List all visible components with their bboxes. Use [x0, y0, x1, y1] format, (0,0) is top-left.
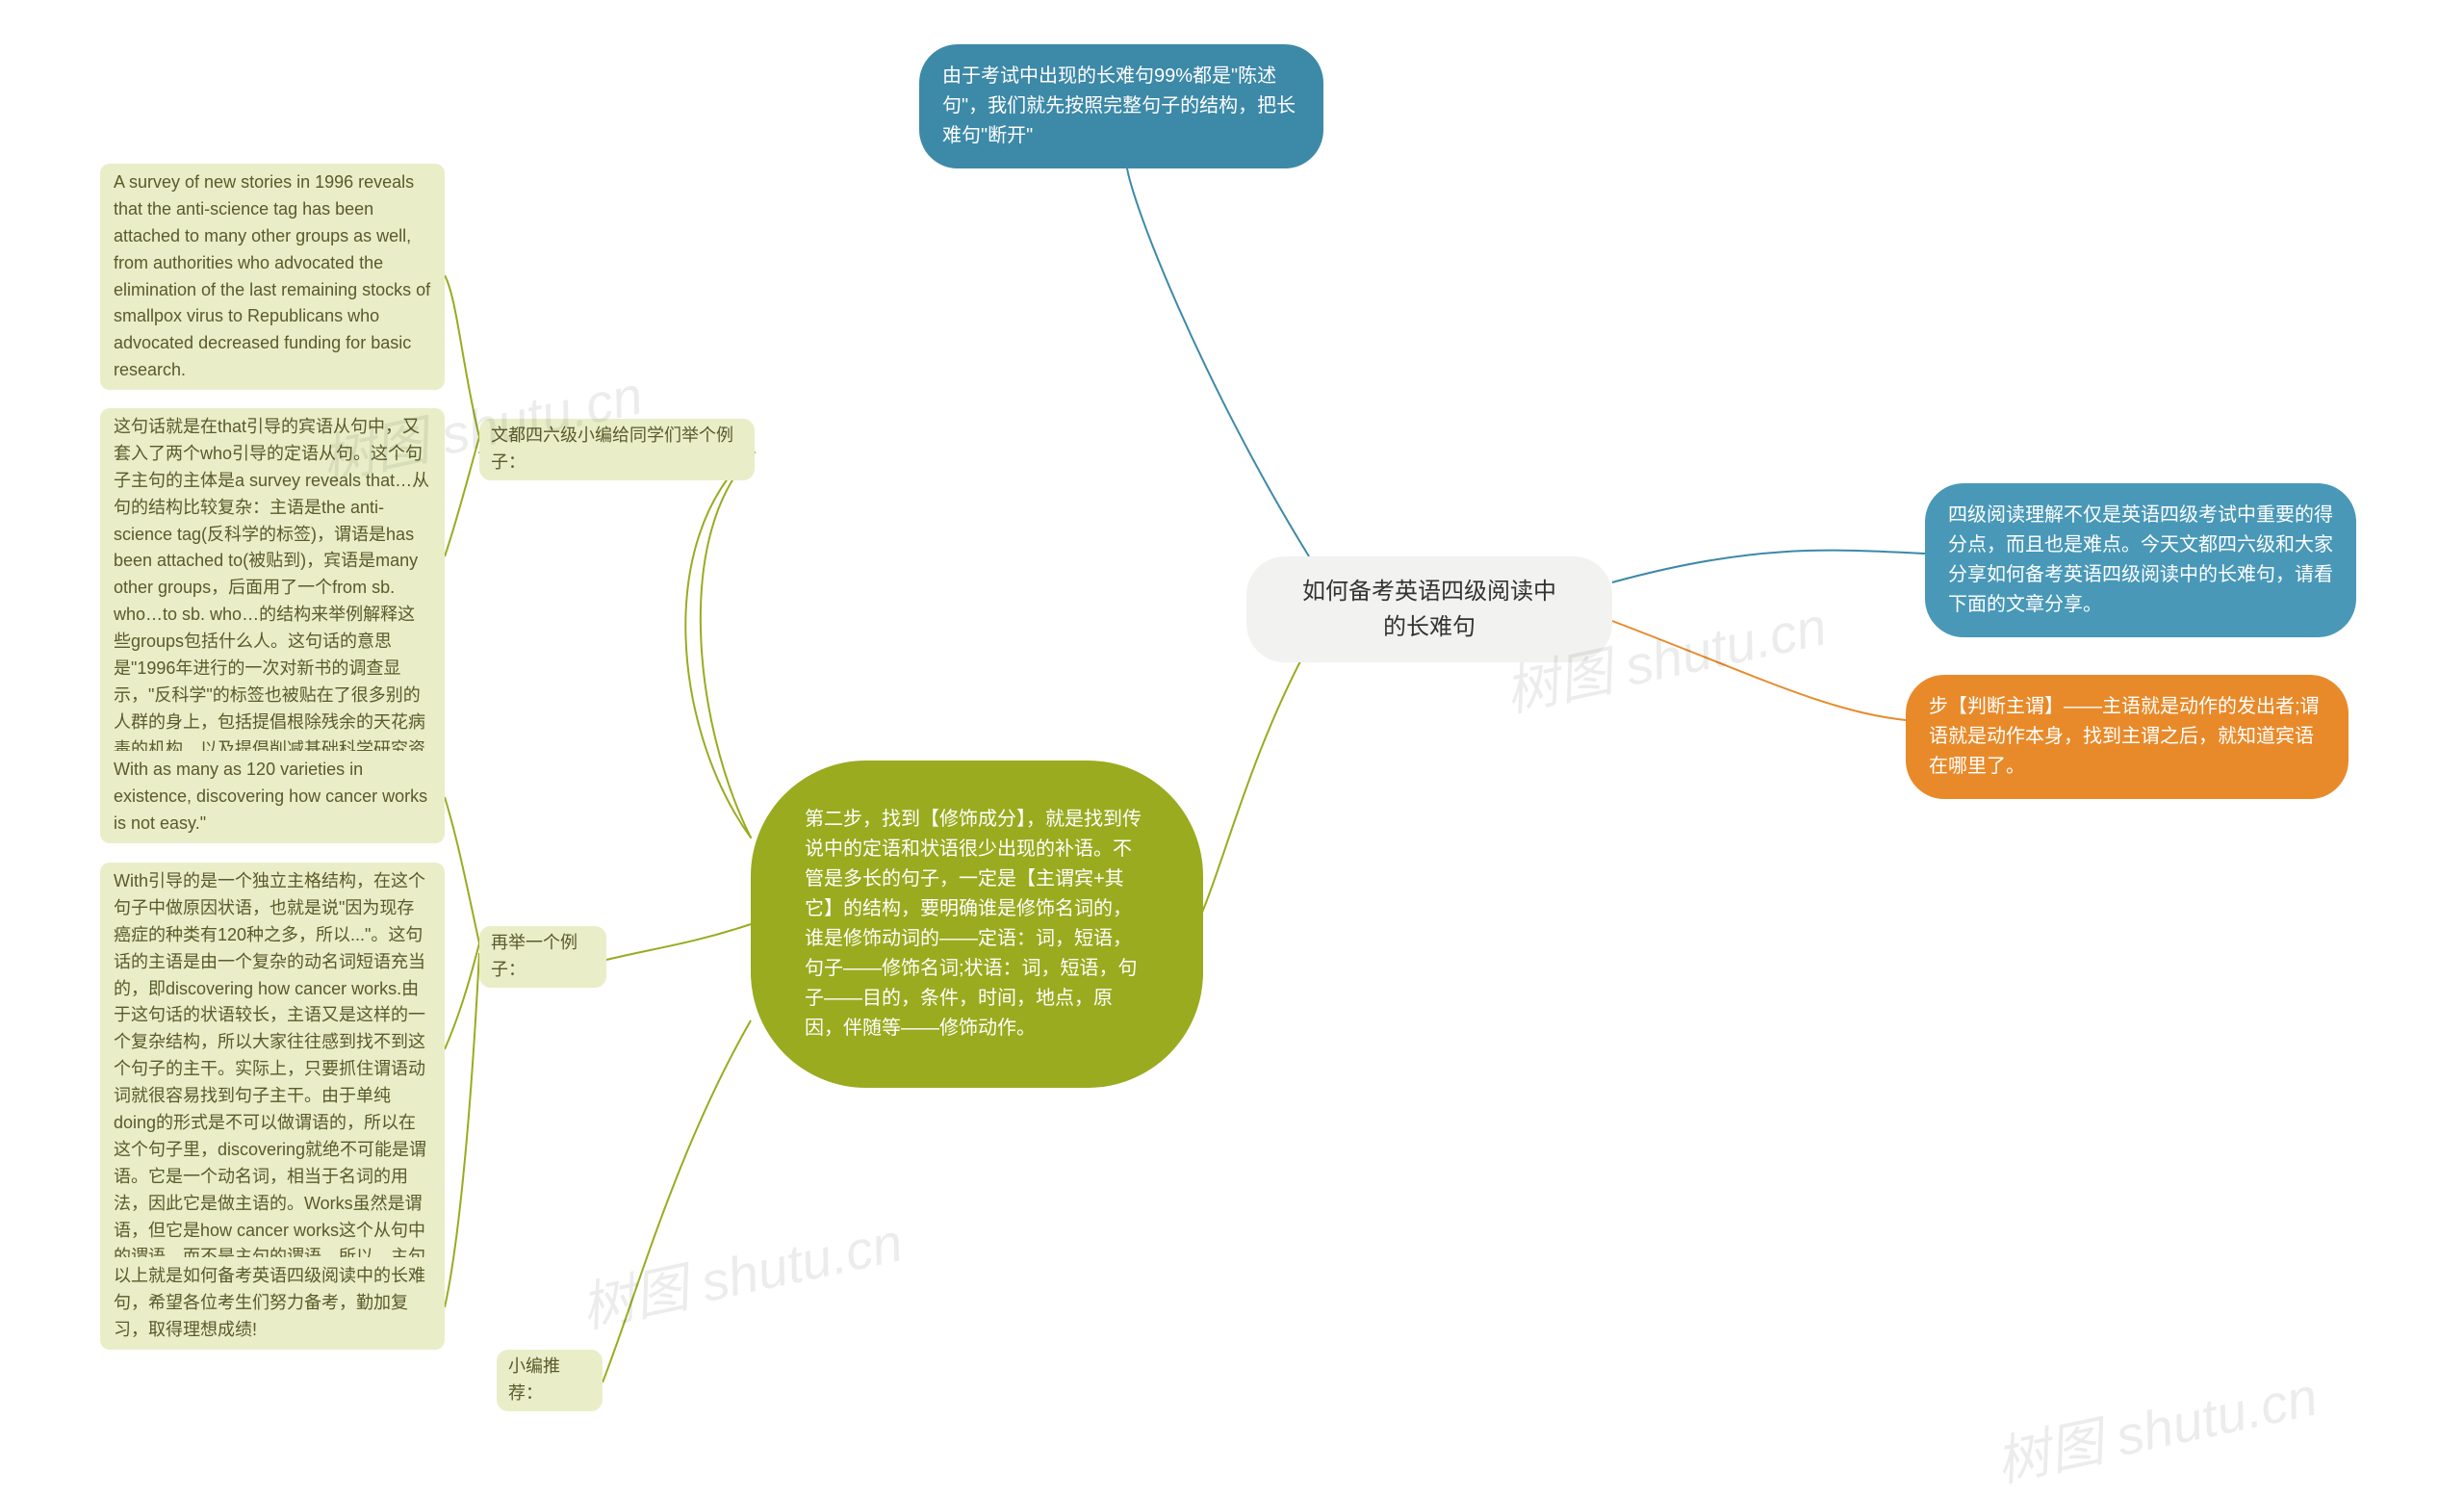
edge-center-right-top: [1612, 551, 1925, 582]
edge-center-right-orange: [1612, 621, 1906, 720]
edge-l2ex-leaf1: [445, 275, 479, 437]
leaf-explanation2[interactable]: With引导的是一个独立主格结构，在这个句子中做原因状语，也就是说"因为现存癌症…: [100, 863, 445, 1303]
leaf-cancer-en[interactable]: With as many as 120 varieties in existen…: [100, 751, 445, 843]
leaf-explanation1-text: 这句话就是在that引导的宾语从句中，又套入了两个who引导的定语从句。这个句子…: [114, 417, 429, 786]
edge-olive-l2an: [606, 924, 751, 960]
center-node[interactable]: 如何备考英语四级阅读中 的长难句: [1246, 556, 1612, 662]
edge-l2an-leaf5: [445, 953, 479, 1307]
l2-example-label[interactable]: 文都四六级小编给同学们举个例子：: [479, 419, 755, 480]
watermark: 树图 shutu.cn: [573, 1199, 909, 1344]
center-line1: 如何备考英语四级阅读中: [1270, 574, 1589, 609]
olive-big-node[interactable]: 第二步，找到【修饰成分】，就是找到传说中的定语和状语很少出现的补语。不管是多长的…: [751, 761, 1203, 1088]
center-line2: 的长难句: [1270, 609, 1589, 645]
olive-big-text: 第二步，找到【修饰成分】，就是找到传说中的定语和状语很少出现的补语。不管是多长的…: [805, 809, 1142, 1039]
edge-center-olive: [1201, 645, 1309, 915]
top-teal-node[interactable]: 由于考试中出现的长难句99%都是"陈述句"，我们就先按照完整句子的结构，把长难句…: [919, 44, 1323, 168]
l2-another-text: 再举一个例子：: [491, 933, 578, 979]
edge-center-topteal: [1126, 125, 1309, 556]
leaf-survey-text: A survey of new stories in 1996 reveals …: [114, 172, 430, 379]
leaf-cancer-en-text: With as many as 120 varieties in existen…: [114, 760, 427, 833]
l2-recommend-text: 小编推荐：: [508, 1356, 560, 1403]
edge-olive-l2ex2: [685, 453, 751, 838]
edge-l2an-leaf3: [445, 797, 479, 943]
edge-olive-l2rec: [603, 1020, 751, 1382]
right-top-text: 四级阅读理解不仅是英语四级考试中重要的得分点，而且也是难点。今天文都四六级和大家…: [1948, 504, 2333, 615]
leaf-explanation2-text: With引导的是一个独立主格结构，在这个句子中做原因状语，也就是说"因为现存癌症…: [114, 871, 426, 1293]
leaf-survey[interactable]: A survey of new stories in 1996 reveals …: [100, 164, 445, 390]
edge-olive-l2ex: [479, 452, 755, 838]
l2-another-label[interactable]: 再举一个例子：: [479, 926, 606, 988]
mindmap-canvas: 如何备考英语四级阅读中 的长难句 四级阅读理解不仅是英语四级考试中重要的得分点，…: [0, 0, 2464, 1496]
edge-l2ex-leaf2: [445, 437, 479, 556]
leaf-conclusion-text: 以上就是如何备考英语四级阅读中的长难句，希望各位考生们努力备考，勤加复习，取得理…: [114, 1266, 425, 1339]
right-orange-node[interactable]: 步【判断主谓】——主语就是动作的发出者;谓语就是动作本身，找到主谓之后，就知道宾…: [1906, 675, 2348, 799]
leaf-conclusion[interactable]: 以上就是如何备考英语四级阅读中的长难句，希望各位考生们努力备考，勤加复习，取得理…: [100, 1257, 445, 1350]
edge-l2an-leaf4: [445, 943, 479, 1049]
l2-example-text: 文都四六级小编给同学们举个例子：: [491, 426, 733, 472]
leaf-explanation1[interactable]: 这句话就是在that引导的宾语从句中，又套入了两个who引导的定语从句。这个句子…: [100, 408, 445, 795]
right-top-node[interactable]: 四级阅读理解不仅是英语四级考试中重要的得分点，而且也是难点。今天文都四六级和大家…: [1925, 483, 2356, 637]
top-teal-text: 由于考试中出现的长难句99%都是"陈述句"，我们就先按照完整句子的结构，把长难句…: [942, 65, 1296, 146]
watermark: 树图 shutu.cn: [1988, 1354, 2323, 1496]
l2-recommend-label[interactable]: 小编推荐：: [497, 1350, 603, 1411]
right-orange-text: 步【判断主谓】——主语就是动作的发出者;谓语就是动作本身，找到主谓之后，就知道宾…: [1929, 696, 2320, 777]
